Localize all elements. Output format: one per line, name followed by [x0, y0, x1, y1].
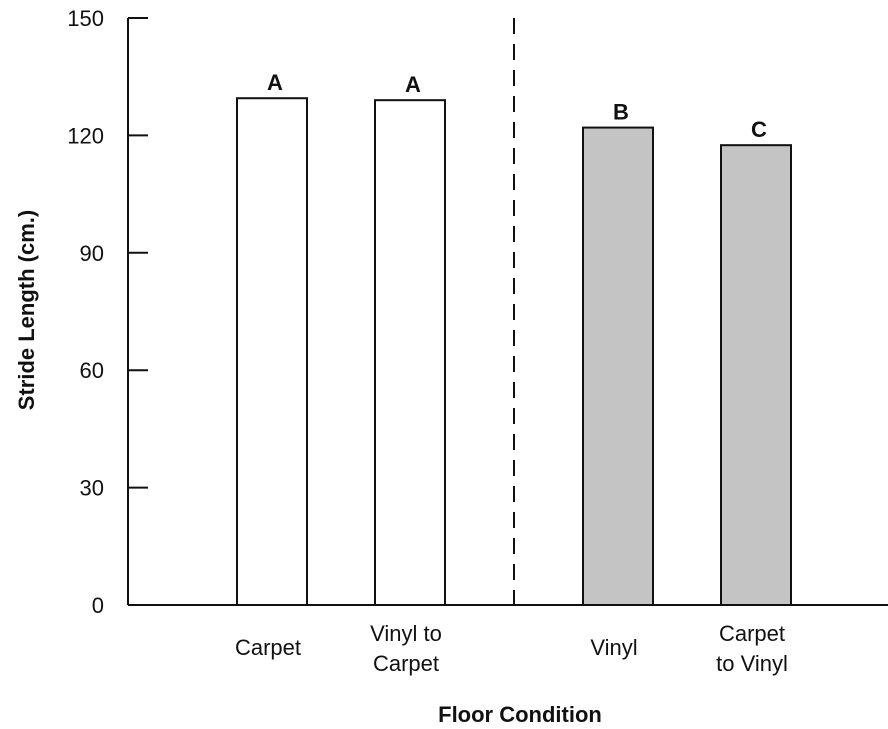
x-category-label: Carpet to Vinyl — [716, 621, 788, 676]
y-tick-label: 90 — [80, 241, 104, 266]
y-ticks-layer: 0 30 60 90 120 150 — [67, 6, 148, 618]
bar-group-letter: B — [613, 100, 629, 125]
y-axis-title: Stride Length (cm.) — [14, 210, 39, 410]
x-axis-title: Floor Condition — [438, 702, 602, 727]
bars-layer — [236, 97, 792, 607]
x-category-label: Vinyl to Carpet — [370, 621, 442, 676]
group-letters-layer: A A B C — [267, 70, 767, 142]
bar — [374, 99, 446, 607]
x-category-labels-layer: Carpet Vinyl to Carpet Vinyl Carpet to Vinyl — [235, 621, 788, 676]
y-tick-label: 120 — [67, 123, 104, 148]
x-category-label-line: Vinyl — [590, 635, 637, 660]
y-tick-label: 30 — [80, 476, 104, 501]
x-category-label-line: Carpet — [235, 635, 301, 660]
bar-group-letter: A — [405, 72, 421, 97]
x-category-label-line: Carpet — [373, 651, 439, 676]
x-category-label-line: to Vinyl — [716, 651, 788, 676]
bar — [720, 144, 792, 607]
y-tick-label: 150 — [67, 6, 104, 31]
x-category-label: Carpet — [235, 635, 301, 660]
y-tick-label: 0 — [92, 593, 104, 618]
x-category-label: Vinyl — [590, 635, 637, 660]
bar-group-letter: C — [751, 117, 767, 142]
bar-group-letter: A — [267, 70, 283, 95]
bar — [236, 97, 308, 607]
y-tick-label: 60 — [80, 358, 104, 383]
x-category-label-line: Vinyl to — [370, 621, 442, 646]
x-category-label-line: Carpet — [719, 621, 785, 646]
bar — [582, 126, 654, 606]
